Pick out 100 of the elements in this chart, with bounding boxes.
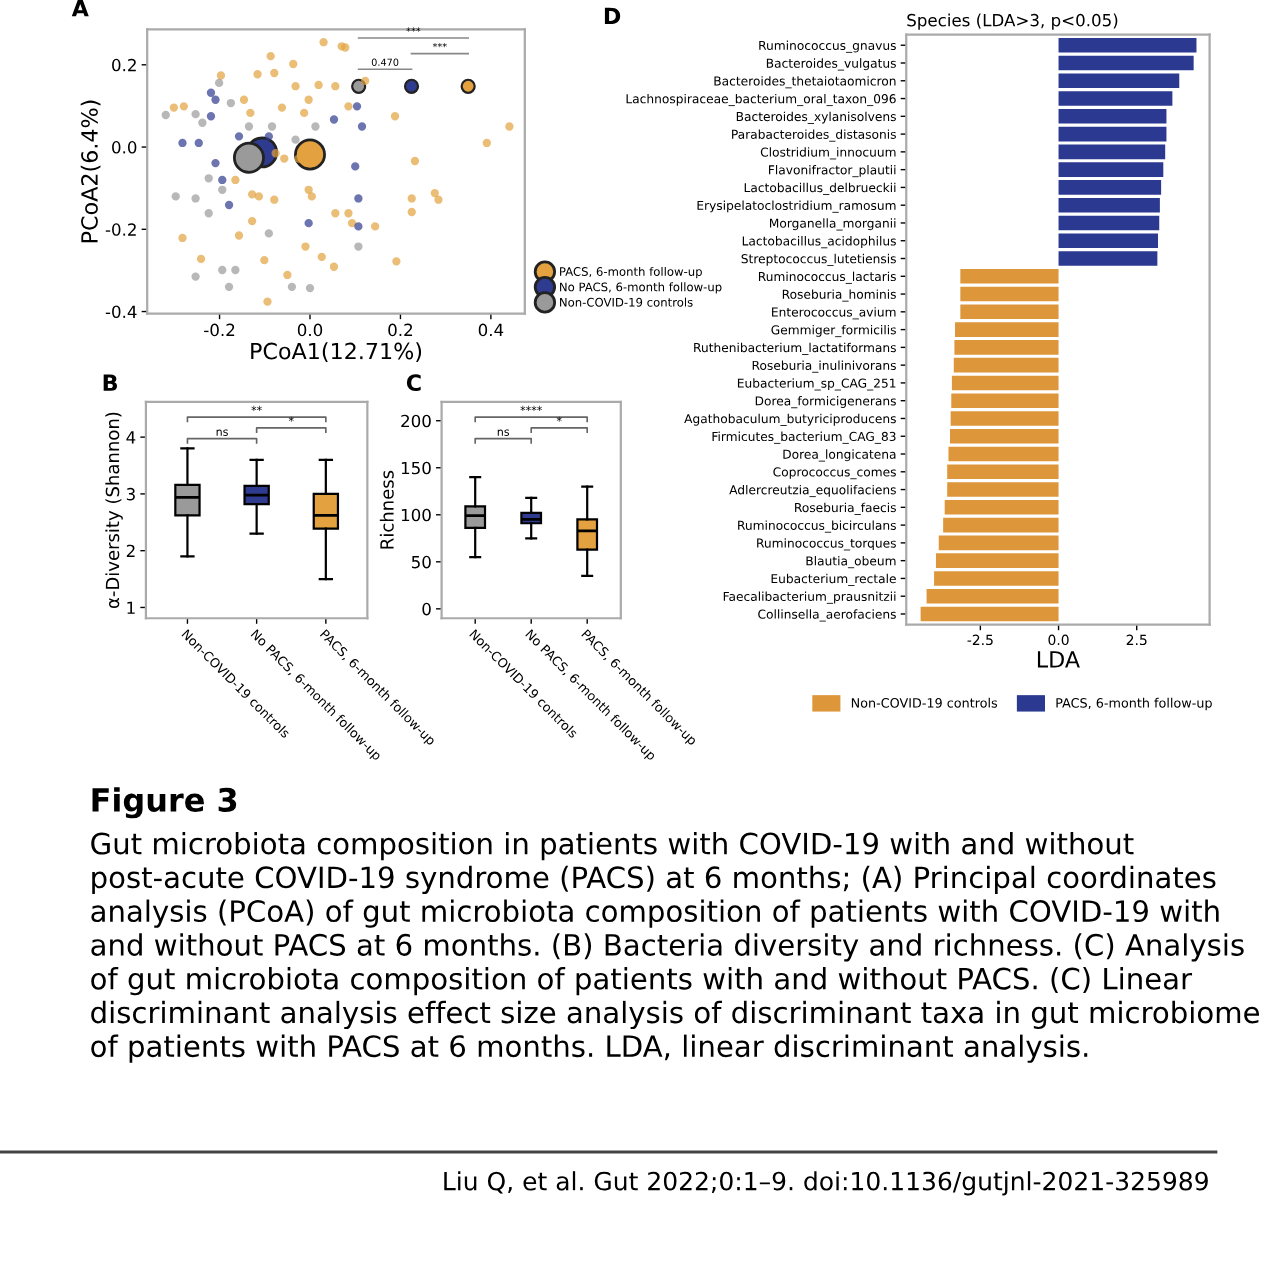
y-tick-label: 0.0 [112, 141, 137, 154]
point [218, 265, 227, 275]
point [314, 80, 323, 90]
point [204, 209, 213, 218]
y-tick-label: 100 [401, 508, 431, 522]
point [280, 154, 289, 163]
point [218, 185, 227, 194]
point [179, 102, 188, 111]
point [211, 158, 220, 168]
point [264, 132, 274, 141]
point [271, 149, 280, 158]
point [390, 112, 400, 121]
point [287, 282, 297, 292]
point [231, 175, 240, 185]
point [224, 282, 234, 292]
point [169, 103, 179, 112]
point [270, 68, 279, 78]
x-tick-label: 0.4 [478, 323, 504, 337]
point [354, 222, 363, 231]
point [407, 207, 416, 217]
point [211, 95, 220, 104]
x-tick-label: -0.2 [204, 323, 235, 337]
point [234, 231, 244, 240]
y-tick-label: 1 [127, 601, 135, 614]
y-tick-label: 150 [401, 461, 431, 475]
point [482, 138, 491, 148]
point [329, 115, 339, 124]
point [191, 272, 200, 281]
point [329, 262, 339, 271]
point [392, 257, 401, 266]
point [311, 122, 320, 131]
point [361, 76, 370, 86]
text: Gut microbiota composition in patients with COVID-19 with and without post-acute COVID-19 syndrome (PACS) at 6 months; (A) Principal coordinates analysis (PCoA) of gut microbiota composition of patients with COVID-19 with and without PACS at 6 months. (B) Bacteria diversity and richness. (C) Analysis of gut microbiota composition of patients with and without PACS. (C) Linear discriminant analysis effect size analysis of discriminant taxa in gut microbiome of patients with PACS at 6 months. LDA, linear discriminant analysis. [91, 832, 1259, 1063]
point [231, 265, 240, 275]
point [317, 252, 326, 262]
point [357, 122, 367, 131]
x-tick-label: 0.0 [297, 323, 323, 337]
point [304, 218, 313, 228]
y-tick-label: 200 [401, 414, 431, 428]
point [430, 188, 439, 198]
y-tick-label: -0.4 [105, 305, 137, 319]
point [307, 192, 316, 201]
y-tick-label: 3 [126, 487, 135, 501]
point [206, 112, 216, 121]
point [178, 138, 187, 148]
point [270, 195, 279, 204]
y-axis-title: Richness [379, 470, 394, 549]
point [206, 88, 216, 97]
x-axis-title: PCoA1(12.71%) [251, 342, 422, 363]
text: Figure 3 [92, 787, 237, 819]
chart-title: C [406, 374, 421, 392]
point [216, 71, 226, 80]
x-axis-title: LDA [1037, 651, 1080, 668]
point [161, 110, 170, 120]
point [178, 233, 187, 243]
point [331, 209, 340, 218]
point [305, 283, 315, 293]
point [354, 194, 363, 203]
point [283, 270, 292, 280]
point [263, 297, 272, 306]
point [354, 242, 363, 251]
point [226, 98, 236, 108]
point [410, 156, 420, 166]
point [218, 175, 227, 185]
chart-title: A [71, 0, 89, 17]
chart-title: B [103, 374, 118, 391]
point [196, 254, 206, 264]
y-tick-label: 2 [126, 544, 135, 558]
point [344, 102, 353, 111]
text: D [604, 7, 621, 25]
point [224, 200, 234, 210]
point [304, 185, 313, 194]
x-tick-label: 0.2 [388, 323, 413, 337]
point [246, 108, 255, 118]
point [505, 122, 514, 131]
y-axis-title: PCoA2(6.4%) [80, 100, 101, 243]
y-tick-label: 0.2 [112, 58, 136, 72]
point [247, 190, 257, 199]
y-tick-label: -0.2 [105, 223, 136, 236]
point [267, 122, 277, 131]
point [351, 162, 360, 171]
point [352, 102, 362, 111]
point [266, 52, 275, 61]
point [234, 132, 244, 141]
point [247, 216, 257, 226]
point [191, 194, 200, 203]
point [264, 229, 274, 238]
point [344, 209, 353, 218]
point [291, 82, 300, 91]
bar [920, 606, 1059, 622]
point [434, 195, 443, 204]
point [331, 82, 340, 91]
point [214, 78, 224, 88]
point [301, 242, 310, 251]
chart-subtitle: Species (LDA>3, p<0.05) [907, 13, 1118, 30]
y-axis-title: α-Diversity (Shannon) [105, 412, 123, 609]
point [277, 103, 287, 112]
point [289, 59, 298, 69]
point [198, 118, 207, 127]
point [291, 135, 300, 144]
